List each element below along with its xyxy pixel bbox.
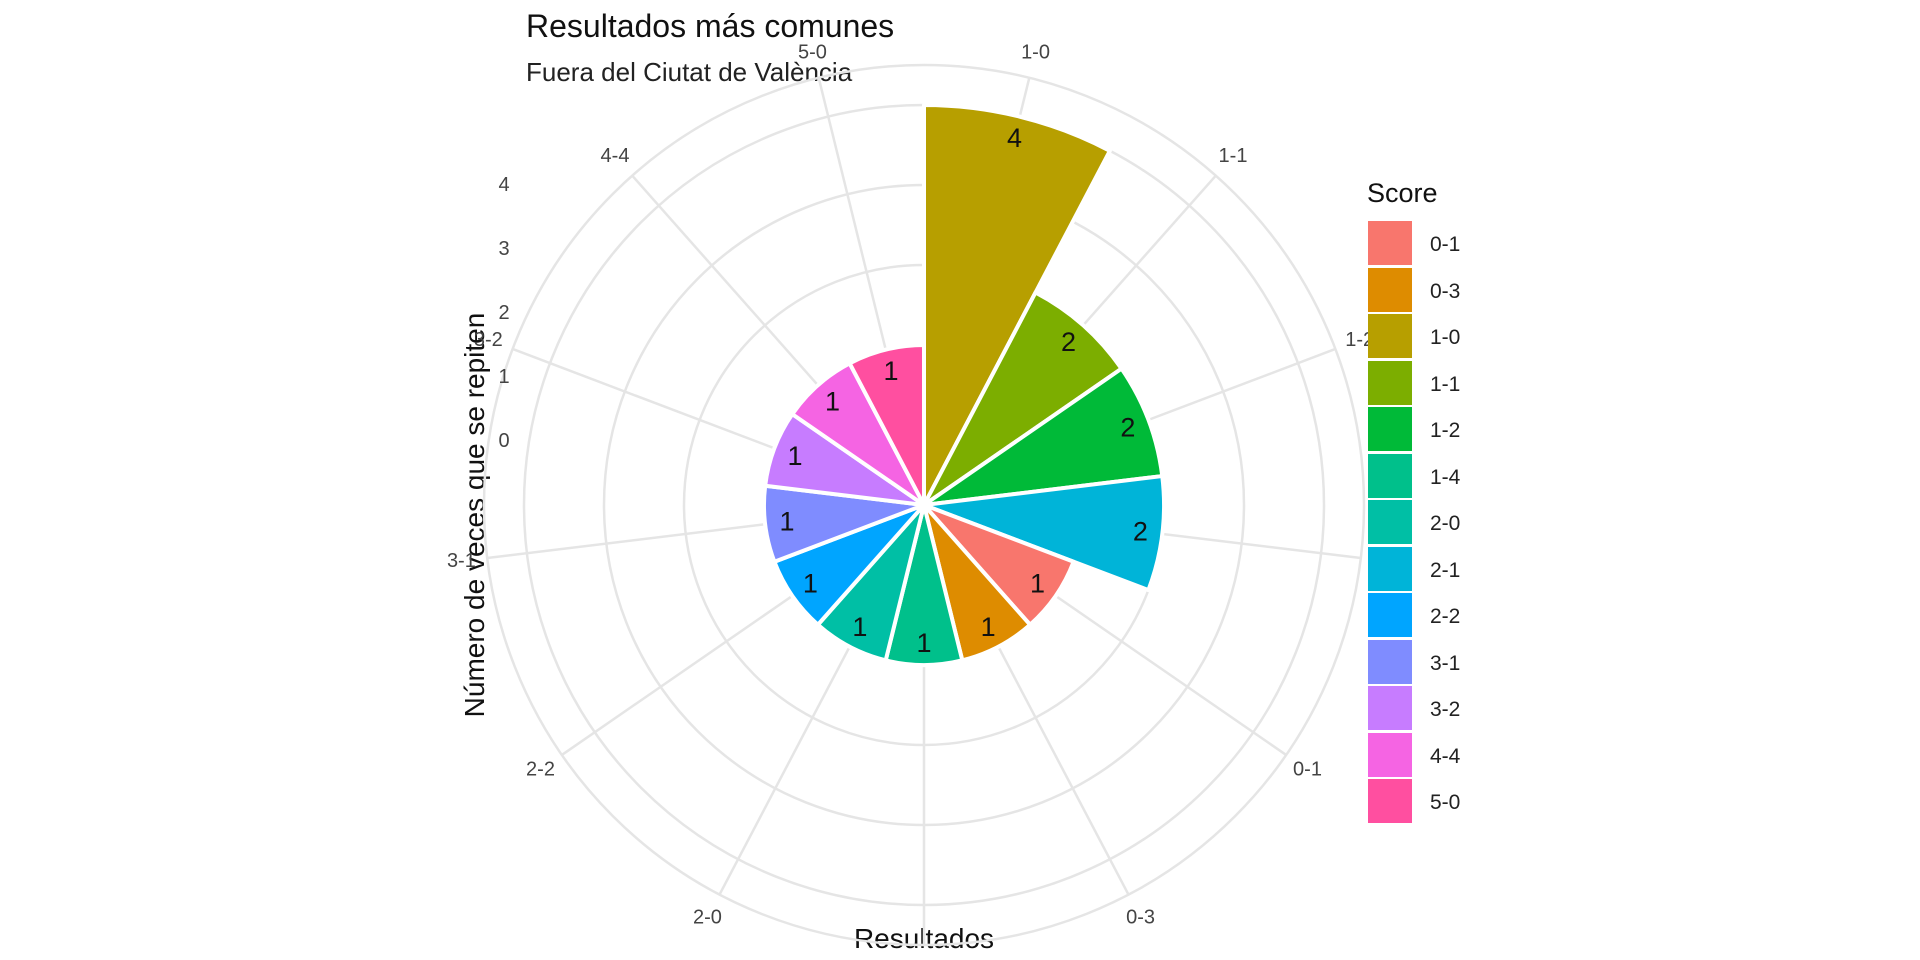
legend-title: Score (1367, 178, 1438, 208)
legend-item-4-4: 4-4 (1368, 732, 1568, 777)
bar-1-2 (922, 366, 1165, 507)
legend-item-0-3: 0-3 (1368, 267, 1568, 312)
data-label-1-4: 1 (916, 628, 931, 658)
category-tick-3-2: 3-2 (474, 329, 503, 351)
legend-label: 3-1 (1430, 651, 1461, 675)
y-tick-4: 4 (498, 174, 509, 196)
bar-5-0 (847, 343, 926, 507)
legend-swatch (1368, 593, 1412, 637)
category-tick-1-1: 1-1 (1219, 145, 1248, 167)
data-label-4-4: 1 (825, 387, 840, 417)
y-tick-2: 2 (498, 302, 509, 324)
legend-item-1-1: 1-1 (1368, 360, 1568, 405)
legend-label: 2-2 (1430, 605, 1461, 628)
category-tick-4-4: 4-4 (601, 145, 630, 167)
legend-label: 1-0 (1430, 326, 1461, 349)
legend-swatch (1368, 779, 1412, 823)
category-tick-0-3: 0-3 (1126, 907, 1155, 929)
legend-label: 0-3 (1430, 279, 1461, 303)
legend-swatch (1368, 453, 1412, 498)
category-tick-2-0: 2-0 (693, 907, 722, 929)
legend-label: 1-1 (1430, 372, 1461, 396)
legend-item-1-2: 1-2 (1368, 407, 1568, 451)
legend-label: 2-0 (1430, 512, 1461, 535)
y-tick-0: 0 (498, 430, 509, 452)
data-label-5-0: 1 (883, 356, 898, 386)
data-label-3-2: 1 (787, 441, 802, 471)
legend-item-5-0: 5-0 (1368, 779, 1568, 823)
category-tick-2-2: 2-2 (526, 759, 555, 781)
data-label-0-1: 1 (1030, 568, 1045, 598)
bar-1-0 (922, 103, 1112, 507)
category-tick-1-0: 1-0 (1021, 42, 1050, 64)
legend-swatch (1368, 500, 1412, 544)
data-label-3-1: 1 (779, 507, 794, 537)
legend-item-2-2: 2-2 (1368, 593, 1568, 637)
data-label-1-1: 2 (1061, 327, 1076, 357)
data-label-2-2: 1 (803, 568, 818, 598)
legend-label: 1-4 (1430, 465, 1461, 489)
data-label-1-0: 4 (1007, 123, 1022, 153)
legend-swatch (1368, 407, 1412, 451)
legend-item-3-1: 3-1 (1368, 639, 1568, 684)
legend-swatch (1368, 686, 1412, 730)
legend-swatch (1368, 639, 1412, 684)
category-tick-0-1: 0-1 (1293, 759, 1322, 781)
data-label-2-1: 2 (1133, 516, 1148, 546)
category-tick-5-0: 5-0 (798, 42, 827, 64)
bar-1-1 (922, 290, 1124, 507)
legend-item-2-0: 2-0 (1368, 500, 1568, 544)
legend-swatch (1368, 267, 1412, 312)
chart-subtitle: Fuera del Ciutat de València (526, 57, 853, 87)
legend-swatch (1368, 221, 1412, 265)
legend-label: 5-0 (1430, 791, 1461, 814)
y-tick-3: 3 (498, 238, 509, 260)
legend-item-2-1: 2-1 (1368, 546, 1568, 591)
legend-item-1-4: 1-4 (1368, 453, 1568, 498)
legend-label: 1-2 (1430, 419, 1461, 442)
category-tick-1-2: 1-2 (1345, 329, 1374, 351)
category-tick-3-1: 3-1 (447, 550, 476, 572)
data-label-0-3: 1 (981, 612, 996, 642)
legend-swatch (1368, 360, 1412, 405)
legend-swatch (1368, 314, 1412, 358)
legend-item-0-1: 0-1 (1368, 221, 1568, 265)
y-tick-1: 1 (498, 366, 509, 388)
bar-2-1 (922, 474, 1166, 593)
legend-label: 2-1 (1430, 558, 1461, 582)
data-label-2-0: 1 (852, 612, 867, 642)
legend-item-1-0: 1-0 (1368, 314, 1568, 358)
data-label-1-2: 2 (1120, 413, 1135, 443)
legend-swatch (1368, 732, 1412, 777)
legend-item-3-2: 3-2 (1368, 686, 1568, 730)
chart-title: Resultados más comunes (526, 8, 895, 44)
legend-label: 4-4 (1430, 744, 1461, 768)
legend-label: 0-1 (1430, 233, 1461, 256)
legend-label: 3-2 (1430, 698, 1461, 721)
legend-swatch (1368, 546, 1412, 591)
